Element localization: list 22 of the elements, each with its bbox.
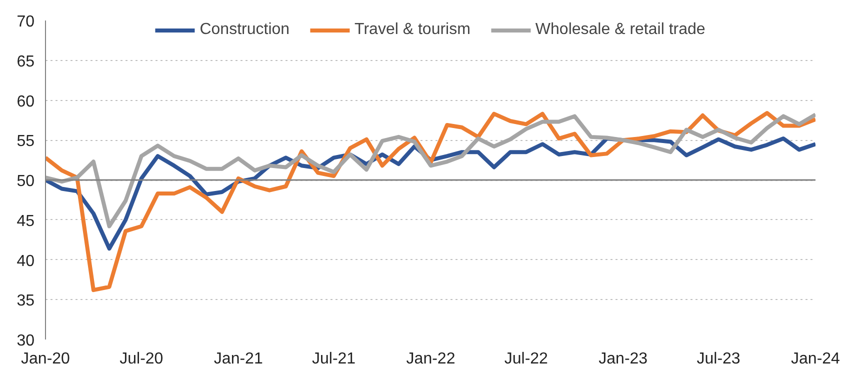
- line-series: [46, 112, 816, 228]
- y-tick-label: 45: [16, 212, 35, 230]
- y-tick-label: 30: [16, 332, 35, 350]
- x-tick-label: Jan-22: [406, 350, 456, 368]
- legend-label: Travel & tourism: [354, 21, 470, 39]
- y-tick-label: 65: [16, 53, 35, 70]
- y-tick-label: 55: [16, 133, 35, 150]
- x-tick-label: Jan-21: [214, 350, 263, 368]
- x-tick-label: Jan-20: [21, 350, 70, 368]
- x-tick-label: Jul-20: [120, 350, 164, 368]
- x-tick-label: Jan-23: [598, 350, 648, 368]
- y-tick-label: 40: [16, 252, 35, 270]
- x-tick-label: Jul-22: [504, 350, 548, 368]
- x-tick-label: Jan-24: [791, 350, 840, 368]
- y-tick-label: 35: [16, 292, 35, 310]
- legend-label: Construction: [200, 21, 290, 39]
- y-tick-label: 70: [16, 14, 35, 30]
- y-tick-label: 50: [16, 173, 35, 190]
- x-tick-label: Jul-23: [696, 350, 740, 368]
- y-tick-label: 60: [16, 93, 35, 110]
- x-tick-label: Jul-21: [312, 350, 356, 368]
- legend-label: Wholesale & retail trade: [535, 21, 706, 39]
